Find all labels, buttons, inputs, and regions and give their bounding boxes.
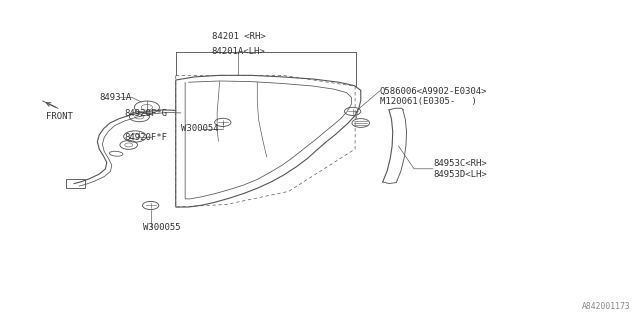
Text: FRONT: FRONT (46, 112, 73, 121)
Text: 84920F*G: 84920F*G (124, 109, 167, 118)
Text: W300055: W300055 (143, 223, 180, 232)
Text: 84920F*F: 84920F*F (124, 133, 167, 142)
Bar (66, 180, 85, 188)
Text: W300054: W300054 (180, 124, 218, 133)
Text: 84201 <RH>: 84201 <RH> (212, 32, 266, 41)
Text: Q586006<A9902-E0304>: Q586006<A9902-E0304> (380, 86, 487, 95)
Text: M120061(E0305-   ): M120061(E0305- ) (380, 98, 476, 107)
Text: 84953D<LH>: 84953D<LH> (433, 170, 486, 179)
Text: A842001173: A842001173 (582, 302, 630, 311)
Text: 84953C<RH>: 84953C<RH> (433, 159, 486, 168)
Text: 84931A: 84931A (99, 93, 131, 102)
Text: 84201A<LH>: 84201A<LH> (212, 47, 266, 56)
